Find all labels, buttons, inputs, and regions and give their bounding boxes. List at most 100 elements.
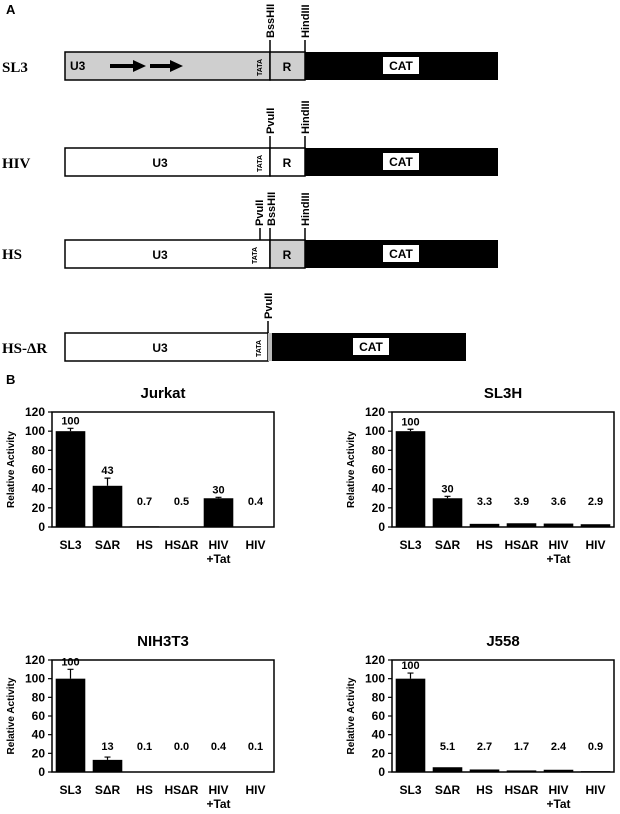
site-label: PvuII: [265, 108, 277, 134]
x-tick-label: HIV: [245, 783, 265, 797]
value-label: 3.3: [477, 496, 492, 508]
chart: SL3H Relative Activity 0 20 40 60 80 100 120 100 S…: [346, 385, 615, 566]
bar: [432, 498, 463, 527]
x-tick-label: SΔR: [95, 538, 121, 552]
panel-label: B: [6, 372, 15, 387]
value-label: 2.7: [477, 741, 492, 753]
y-tick-label: 20: [372, 746, 386, 760]
y-tick-label: 0: [38, 520, 45, 534]
site-line: [269, 136, 306, 148]
bar: [506, 523, 537, 527]
r-box: [269, 51, 306, 81]
value-label: 1.7: [514, 741, 529, 753]
bar: [92, 759, 123, 772]
r-box: [269, 147, 306, 177]
value-label: 100: [61, 415, 79, 427]
x-tick-label: HIV +Tat: [206, 538, 230, 566]
bar: [203, 771, 234, 773]
y-axis-label: Relative Activity: [6, 431, 17, 508]
bar: [469, 523, 500, 527]
y-tick-label: 20: [372, 501, 386, 515]
value-label: 0.0: [174, 741, 189, 753]
y-tick-label: 60: [32, 463, 46, 477]
construct: HIV U3 TATA R CAT PvuII HindIII: [2, 100, 498, 177]
bar: [469, 769, 500, 772]
value-label: 5.1: [440, 741, 455, 753]
value-label: 0.7: [137, 496, 152, 508]
bar: [129, 771, 160, 773]
error-bar: [67, 668, 74, 679]
chart: J558 Relative Activity 0 20 40 60 80 100 120 100 S…: [346, 633, 615, 811]
value-label: 0.1: [248, 741, 263, 753]
bar: [543, 523, 574, 527]
x-tick-label: HIV +Tat: [546, 783, 570, 811]
x-tick-label: HIV: [585, 783, 605, 797]
value-label: 43: [101, 465, 113, 477]
site-label: HindIII: [300, 100, 312, 134]
repeat-arrowheads: [133, 60, 183, 72]
site-label: BssHII: [266, 192, 278, 226]
cat-label: CAT: [389, 59, 413, 73]
x-tick-label: HS: [476, 538, 493, 552]
site-label: BssHII: [265, 4, 277, 38]
bar: [129, 526, 160, 527]
tata: TATA: [252, 247, 259, 264]
bar: [580, 524, 611, 527]
y-axis-label: Relative Activity: [346, 677, 357, 754]
x-tick-label: HS: [136, 783, 153, 797]
bar: [240, 526, 271, 528]
y-tick-label: 100: [25, 672, 45, 686]
value-label: 13: [101, 741, 113, 753]
y-tick-label: 40: [32, 728, 46, 742]
bar: [55, 678, 86, 772]
y-tick-label: 0: [378, 765, 385, 779]
chart-title: NIH3T3: [137, 633, 189, 650]
site-label: PvuII: [263, 293, 275, 319]
y-tick-label: 40: [32, 482, 46, 496]
value-label: 0.9: [588, 741, 603, 753]
chart-title: J558: [486, 633, 519, 650]
value-label: 2.9: [588, 496, 603, 508]
construct: HS-ΔR U3 TATA CAT PvuII: [2, 293, 466, 362]
site-line: [259, 228, 306, 240]
y-axis-label: Relative Activity: [346, 431, 357, 508]
x-tick-label: HSΔR: [505, 538, 539, 552]
x-tick-label: HSΔR: [505, 783, 539, 797]
value-label: 100: [401, 660, 419, 672]
value-label: 30: [212, 484, 224, 496]
bar: [432, 767, 463, 772]
value-label: 100: [401, 416, 419, 428]
chart-title: SL3H: [484, 385, 522, 402]
x-tick-label: HSΔR: [165, 783, 199, 797]
cat-box: [353, 338, 389, 355]
y-tick-label: 0: [378, 520, 385, 534]
y-tick-label: 120: [365, 405, 385, 419]
u3-box: [64, 239, 271, 269]
tata: TATA: [257, 59, 264, 76]
cat-box: [383, 245, 419, 262]
y-tick-label: 60: [372, 463, 386, 477]
value-label: 0.5: [174, 496, 189, 508]
error-bar: [407, 672, 414, 679]
y-tick-label: 100: [365, 424, 385, 438]
y-tick-label: 20: [32, 501, 46, 515]
x-tick-label: SL3: [59, 538, 81, 552]
x-tick-label: SL3: [59, 783, 81, 797]
tata: TATA: [256, 340, 263, 357]
error-bar: [104, 477, 111, 486]
error-bar: [407, 428, 414, 432]
x-tick-label: SL3: [399, 538, 421, 552]
x-tick-label: SL3: [399, 783, 421, 797]
bar: [203, 498, 234, 527]
chart: NIH3T3 Relative Activity 0 20 40 60 80 100 120 10…: [6, 633, 275, 811]
junction: [268, 333, 272, 361]
y-tick-label: 100: [25, 424, 45, 438]
r-label: R: [283, 156, 292, 170]
value-label: 100: [61, 656, 79, 668]
bar: [166, 526, 197, 528]
construct: HS U3 TATA R CAT PvuII BssHII HindIII: [2, 192, 498, 269]
x-tick-label: HIV +Tat: [546, 538, 570, 566]
cat-label: CAT: [389, 247, 413, 261]
chart-title: Jurkat: [140, 385, 185, 402]
